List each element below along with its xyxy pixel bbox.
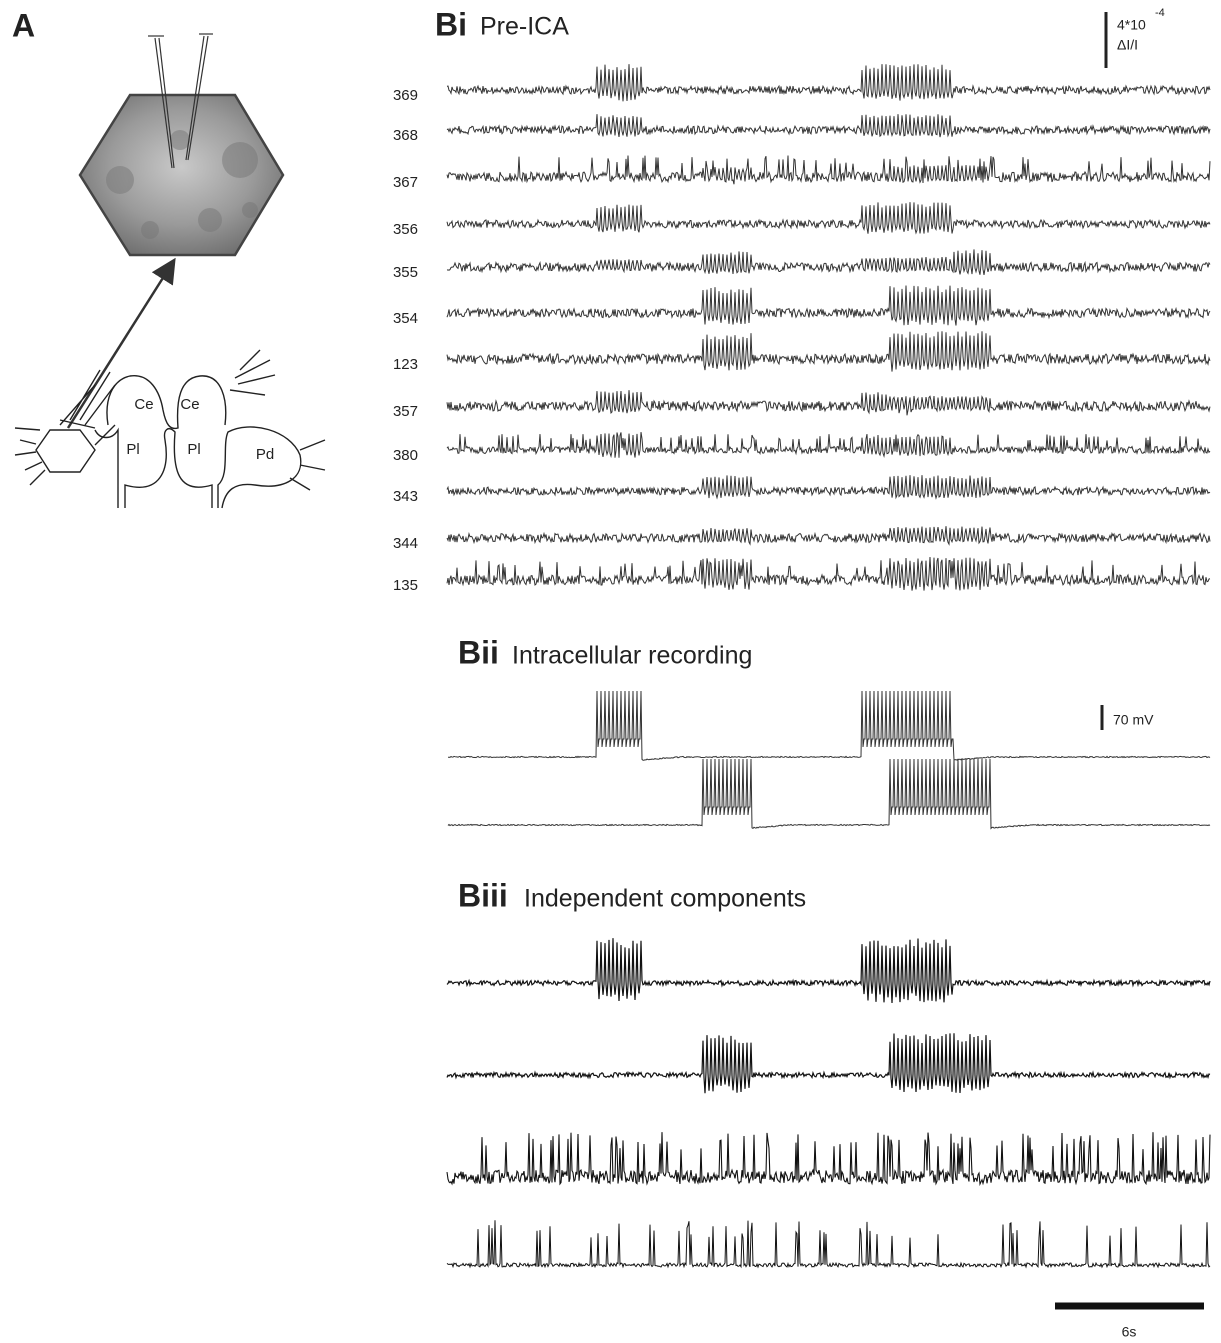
trace-label: 354 — [393, 310, 418, 327]
region-label: Ce — [180, 396, 199, 413]
trace — [447, 249, 1210, 275]
scale-label: 70 mV — [1113, 712, 1154, 728]
trace — [447, 938, 1210, 1003]
trace — [447, 114, 1210, 137]
trace — [447, 526, 1210, 544]
trace — [447, 390, 1210, 415]
panel-label: Biii — [458, 877, 508, 913]
trace — [447, 1033, 1210, 1093]
region-label: Ce — [134, 396, 153, 413]
trace — [447, 331, 1210, 371]
panel-label: Bi — [435, 6, 467, 42]
trace-label: 344 — [393, 535, 418, 552]
trace-label: 343 — [393, 488, 418, 505]
ganglia-drawing — [15, 350, 325, 508]
trace-label: 367 — [393, 174, 418, 191]
arrow — [68, 262, 173, 428]
trace-label: 369 — [393, 87, 418, 104]
scale-unit: ΔI/I — [1117, 37, 1138, 53]
panel-label: A — [12, 7, 35, 43]
panel-label: Bii — [458, 634, 499, 670]
trace-label: 135 — [393, 577, 418, 594]
trace — [447, 432, 1210, 458]
body: A Ce Ce Pl Pl Pd Bi Pre-ICA 4*10 -4 ΔI/I… — [0, 0, 1221, 1343]
scale-label: 4*10 — [1117, 17, 1146, 33]
panel-title: Pre-ICA — [480, 13, 569, 41]
trace — [447, 202, 1210, 234]
panel-title: Independent components — [524, 885, 806, 913]
trace-label: 357 — [393, 403, 418, 420]
trace-label: 123 — [393, 356, 418, 373]
intracellular-trace — [448, 759, 1210, 828]
time-scale-label: 6s — [1122, 1324, 1137, 1340]
trace — [447, 1132, 1210, 1184]
panel-title: Intracellular recording — [512, 642, 752, 670]
trace — [447, 156, 1210, 185]
trace-label: 356 — [393, 221, 418, 238]
trace-label: 380 — [393, 447, 418, 464]
trace — [447, 64, 1210, 101]
trace — [447, 286, 1210, 326]
region-label: Pl — [126, 441, 139, 458]
trace-label: 355 — [393, 264, 418, 281]
page: Figure {"panel_a": {"label": "A", "regio… — [0, 0, 1221, 1343]
trace-label: 368 — [393, 127, 418, 144]
trace — [447, 1220, 1210, 1267]
figure: A Ce Ce Pl Pl Pd Bi Pre-ICA 4*10 -4 ΔI/I… — [0, 0, 1221, 1343]
region-label: Pl — [187, 441, 200, 458]
intracellular-trace — [448, 691, 1210, 760]
region-label: Pd — [256, 446, 274, 463]
trace — [447, 557, 1210, 591]
scale-exponent: -4 — [1155, 7, 1165, 19]
trace — [447, 475, 1210, 498]
